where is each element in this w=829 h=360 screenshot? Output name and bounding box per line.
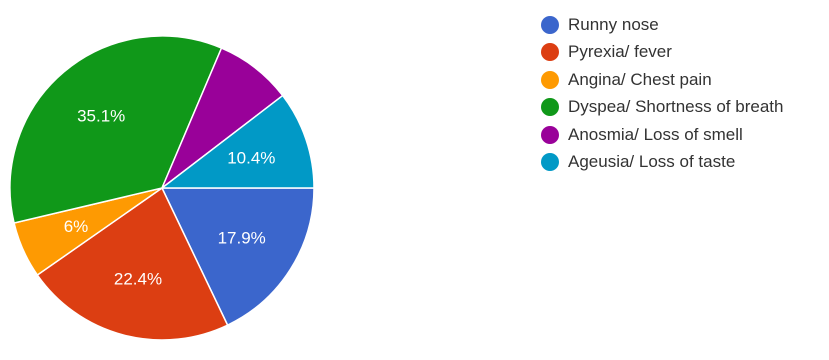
pie-slice-runny-nose: [160, 187, 315, 327]
legend-swatch-angina-chest-pain: [541, 70, 559, 89]
pie-label-ageusia-loss-of-taste: 10.4%: [227, 148, 275, 167]
legend-item-pyrexia-fever: Pyrexia/ fever: [541, 39, 783, 67]
pie-slice-ageusia-loss-of-taste: [159, 94, 315, 189]
legend-label-anosmia-loss-of-smell: Anosmia/ Loss of smell: [568, 124, 743, 144]
legend-swatch-runny-nose: [541, 15, 559, 34]
legend-swatch-pyrexia-fever: [541, 43, 559, 62]
legend: Runny nose Pyrexia/ fever Angina/ Chest …: [541, 11, 783, 176]
pie-label-runny-nose: 17.9%: [218, 229, 266, 248]
pie-slice-dyspea-shortness-of-breath: [9, 35, 223, 224]
legend-label-ageusia-loss-of-taste: Ageusia/ Loss of taste: [568, 152, 736, 172]
legend-label-pyrexia-fever: Pyrexia/ fever: [568, 42, 672, 62]
legend-item-runny-nose: Runny nose: [541, 11, 783, 39]
legend-item-ageusia-loss-of-taste: Ageusia/ Loss of taste: [541, 149, 783, 177]
legend-item-dyspea-shortness-of-breath: Dyspea/ Shortness of breath: [541, 94, 783, 122]
legend-item-angina-chest-pain: Angina/ Chest pain: [541, 66, 783, 94]
legend-label-dyspea-shortness-of-breath: Dyspea/ Shortness of breath: [568, 97, 784, 117]
legend-swatch-dyspea-shortness-of-breath: [541, 98, 559, 117]
legend-swatch-ageusia-loss-of-taste: [541, 153, 559, 172]
legend-label-runny-nose: Runny nose: [568, 14, 659, 34]
legend-label-angina-chest-pain: Angina/ Chest pain: [568, 69, 712, 89]
pie-label-pyrexia-fever: 22.4%: [114, 270, 162, 289]
pie-slice-pyrexia-fever: [36, 186, 229, 341]
legend-swatch-anosmia-loss-of-smell: [541, 125, 559, 144]
pie-label-dyspea-shortness-of-breath: 35.1%: [77, 107, 125, 126]
legend-item-anosmia-loss-of-smell: Anosmia/ Loss of smell: [541, 121, 783, 149]
pie-label-angina-chest-pain: 6%: [64, 217, 89, 236]
